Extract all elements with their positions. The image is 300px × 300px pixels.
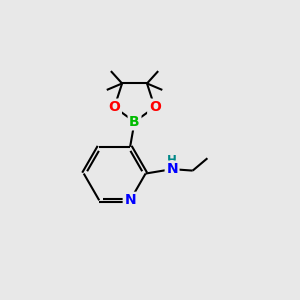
Text: H: H <box>167 154 177 167</box>
Text: B: B <box>129 115 140 129</box>
Text: O: O <box>149 100 161 114</box>
Text: N: N <box>166 162 178 176</box>
Text: N: N <box>124 193 136 207</box>
Text: O: O <box>108 100 120 114</box>
